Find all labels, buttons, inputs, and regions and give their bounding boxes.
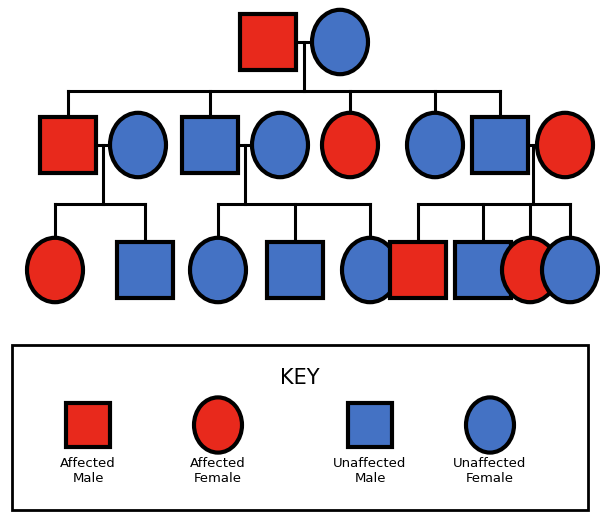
Ellipse shape	[190, 238, 246, 302]
Bar	[182, 117, 238, 173]
Ellipse shape	[110, 113, 166, 177]
Bar	[117, 242, 173, 298]
Bar	[66, 403, 110, 447]
Ellipse shape	[466, 397, 514, 453]
Ellipse shape	[537, 113, 593, 177]
Bar	[40, 117, 96, 173]
Ellipse shape	[542, 238, 598, 302]
Text: Unaffected
Female: Unaffected Female	[454, 457, 527, 485]
Text: Affected
Female: Affected Female	[190, 457, 246, 485]
Bar	[472, 117, 528, 173]
Bar	[455, 242, 511, 298]
Ellipse shape	[322, 113, 378, 177]
Ellipse shape	[407, 113, 463, 177]
Ellipse shape	[312, 10, 368, 74]
Bar	[12, 345, 588, 510]
Ellipse shape	[194, 397, 242, 453]
Bar	[240, 14, 296, 70]
Ellipse shape	[27, 238, 83, 302]
Ellipse shape	[252, 113, 308, 177]
Text: KEY: KEY	[280, 368, 320, 388]
Bar	[267, 242, 323, 298]
Bar	[390, 242, 446, 298]
Ellipse shape	[342, 238, 398, 302]
Bar	[348, 403, 392, 447]
Ellipse shape	[502, 238, 558, 302]
Text: Unaffected
Male: Unaffected Male	[334, 457, 407, 485]
Text: Affected
Male: Affected Male	[60, 457, 116, 485]
